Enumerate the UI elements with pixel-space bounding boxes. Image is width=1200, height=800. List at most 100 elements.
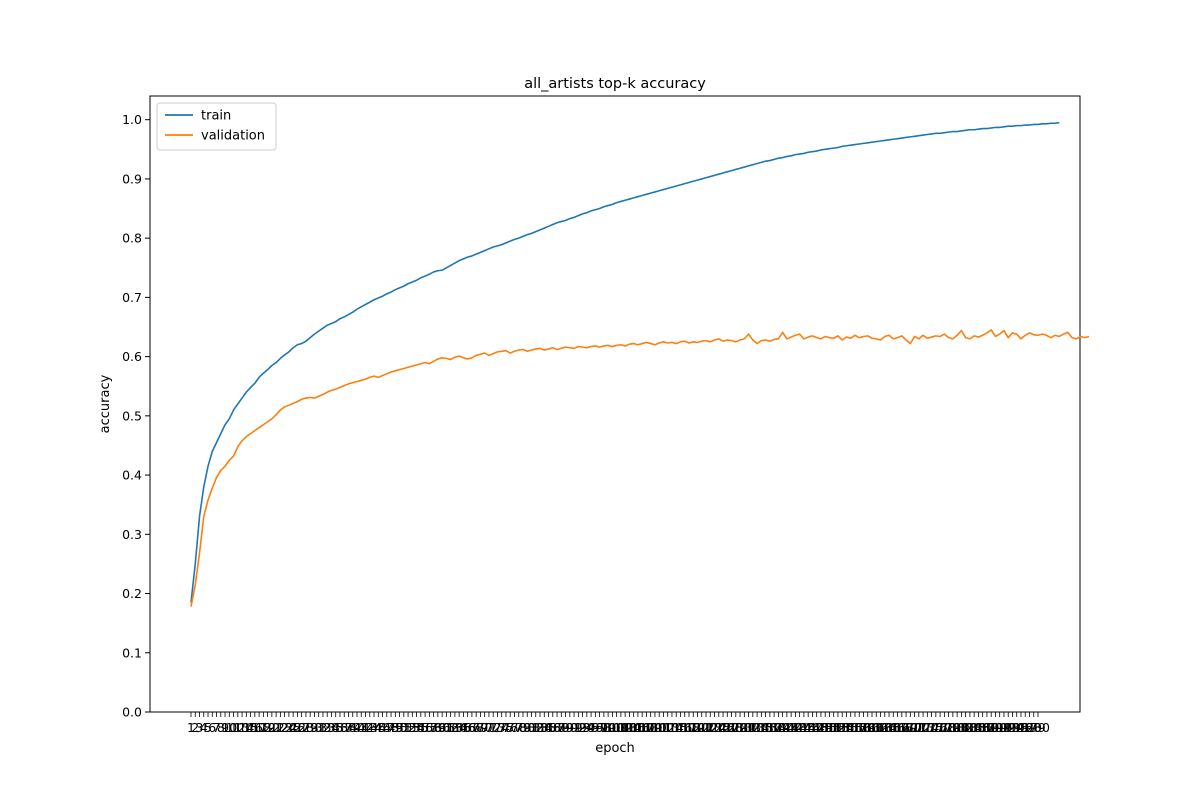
y-tick-label: 0.1 [122,645,142,660]
x-tick-label: 182 [949,720,973,735]
x-tick-label: 16 [247,720,263,735]
x-tick-label: 163 [869,720,893,735]
x-tick-label: 155 [835,720,859,735]
x-tick-label: 108 [634,720,658,735]
x-tick-label: 169 [894,720,918,735]
x-tick-label: 152 [822,720,846,735]
x-tick-label: 192 [992,720,1016,735]
x-tick-label: 25 [285,720,301,735]
x-tick-label: 34 [324,720,340,735]
x-tick-label: 58 [426,720,442,735]
x-tick-label: 120 [686,720,710,735]
legend: train validation [156,102,277,151]
x-tick-label: 2 [191,720,199,735]
x-tick-label: 158 [847,720,871,735]
x-tick-label: 134 [745,720,769,735]
x-tick-label: 19 [260,720,276,735]
x-tick-label: 11 [226,720,242,735]
x-tick-label: 73 [489,720,505,735]
x-tick-label: 5 [204,720,212,735]
y-tick-label: 0.4 [122,468,142,483]
x-tick-label: 93 [575,720,591,735]
x-tick-label: 138 [762,720,786,735]
x-tick-label: 122 [694,720,718,735]
x-tick-label: 178 [932,720,956,735]
x-tick-label: 160 [856,720,880,735]
axes-frame [149,95,1081,713]
x-tick-label: 29 [302,720,318,735]
x-tick-label: 143 [783,720,807,735]
x-tick-label: 124 [703,720,727,735]
x-tick-label: 20 [264,720,280,735]
x-tick-label: 82 [528,720,544,735]
x-tick-label: 150 [813,720,837,735]
x-tick-label: 43 [362,720,378,735]
x-tick-label: 106 [626,720,650,735]
y-tick-label: 1.0 [122,112,142,127]
x-tick-label: 142 [779,720,803,735]
x-tick-label: 38 [341,720,357,735]
x-tick-label: 140 [771,720,795,735]
x-tick-label: 52 [400,720,416,735]
x-tick-label: 198 [1018,720,1042,735]
x-tick-label: 156 [839,720,863,735]
x-tick-label: 113 [656,720,680,735]
x-tick-label: 44 [366,720,382,735]
x-tick-label: 115 [664,720,688,735]
x-tick-label: 129 [724,720,748,735]
x-tick-label: 98 [596,720,612,735]
x-tick-label: 92 [570,720,586,735]
x-tick-label: 154 [830,720,854,735]
x-tick-label: 180 [941,720,965,735]
x-tick-label: 3 [196,720,204,735]
series-line-validation [190,329,1090,607]
x-tick-label: 47 [379,720,395,735]
y-tick-label: 0.3 [122,527,142,542]
x-tick-label: 123 [698,720,722,735]
x-tick-label: 8 [217,720,225,735]
x-tick-label: 136 [754,720,778,735]
y-tick-label: 0.5 [122,408,142,423]
x-tick-label: 24 [281,720,297,735]
x-tick-label: 9 [221,720,229,735]
x-tick-label: 88 [553,720,569,735]
x-tick-label: 153 [826,720,850,735]
x-tick-label: 176 [924,720,948,735]
x-tick-label: 50 [392,720,408,735]
x-tick-label: 99 [600,720,616,735]
x-tick-label: 14 [238,720,254,735]
x-tick-label: 31 [311,720,327,735]
x-tick-label: 177 [928,720,952,735]
x-tick-label: 137 [758,720,782,735]
x-tick-label: 87 [549,720,565,735]
x-tick-label: 170 [898,720,922,735]
x-tick-label: 185 [962,720,986,735]
y-tick-label: 0.0 [122,705,142,720]
x-tick-label: 39 [345,720,361,735]
x-tick-label: 132 [737,720,761,735]
x-tick-label: 172 [907,720,931,735]
x-tick-label: 28 [298,720,314,735]
x-tick-label: 86 [545,720,561,735]
x-tick-label: 66 [460,720,476,735]
x-tick-label: 110 [643,720,667,735]
x-tick-label: 144 [788,720,812,735]
x-tick-label: 117 [673,720,697,735]
x-tick-label: 139 [766,720,790,735]
x-tick-label: 17 [251,720,267,735]
x-tick-label: 36 [332,720,348,735]
x-tick-label: 141 [775,720,799,735]
x-tick-label: 184 [958,720,982,735]
plot-area: 0.00.10.20.30.40.50.60.70.80.91.01234567… [122,95,1090,735]
x-tick-label: 173 [911,720,935,735]
x-tick-label: 194 [1001,720,1025,735]
x-tick-label: 145 [792,720,816,735]
x-tick-label: 81 [524,720,540,735]
x-tick-label: 79 [515,720,531,735]
x-tick-label: 71 [481,720,497,735]
x-tick-label: 191 [988,720,1012,735]
y-axis-label: accuracy [98,374,113,433]
series-line-train [190,121,1060,603]
x-tick-label: 181 [945,720,969,735]
